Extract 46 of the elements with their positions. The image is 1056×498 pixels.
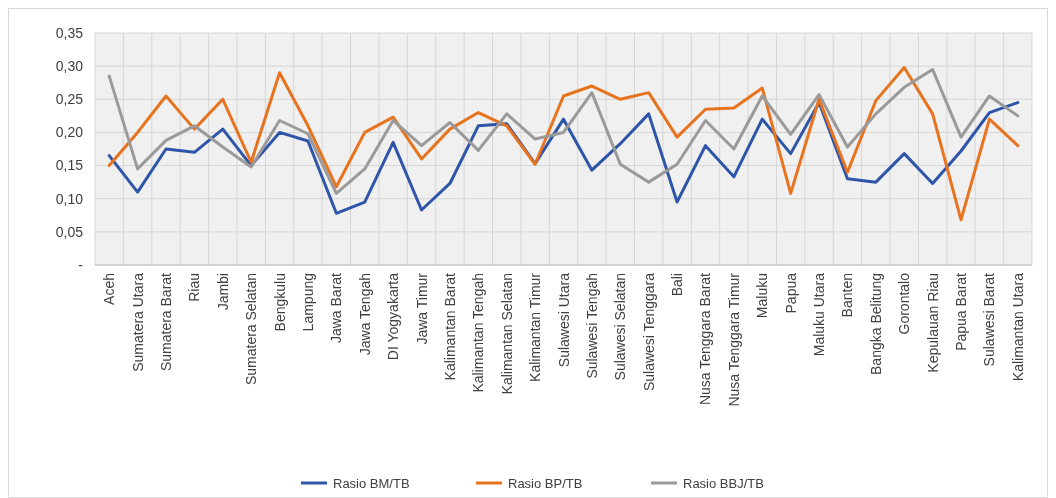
x-tick-label: Nusa Tenggara Barat <box>697 272 714 406</box>
x-tick-label: Kalimantan Timur <box>527 272 544 382</box>
line-series <box>107 65 1020 222</box>
y-tick-label: 0,30 <box>55 58 84 75</box>
x-tick-label: Sumatera Utara <box>129 272 146 372</box>
x-tick-label: Jawa Barat <box>328 272 345 344</box>
x-tick-label: Sumatera Selatan <box>243 273 260 386</box>
x-tick-label: Maluku Utara <box>811 272 828 357</box>
x-tick-label: Kalimantan Tengah <box>470 273 487 393</box>
line-series <box>107 67 1020 195</box>
y-tick-label: 0,25 <box>55 91 84 108</box>
x-tick-label: Sumatera Barat <box>157 272 174 372</box>
x-tick-label: Bangka Belitung <box>867 273 884 375</box>
x-tick-label: Gorontalo <box>896 272 913 335</box>
x-tick-label: Kalimantan Selatan <box>498 273 515 395</box>
legend-label: Rasio BM/TB <box>333 475 410 491</box>
y-tick-label: 0,10 <box>55 190 84 207</box>
x-tick-label: Sulawesi Selatan <box>612 273 629 381</box>
x-tick-label: Kepulauan Riau <box>924 273 941 373</box>
x-tick-label: Bengkulu <box>271 273 288 332</box>
x-tick-label: Sulawesi Utara <box>555 272 572 368</box>
x-tick-label: Jambi <box>214 273 231 311</box>
legend-label: Rasio BP/TB <box>508 475 583 491</box>
x-tick-label: Jawa Tengah <box>356 273 373 356</box>
y-tick-label: - <box>78 256 84 273</box>
x-tick-label: Kalimantan Barat <box>441 272 458 381</box>
x-tick-label: Jawa Timur <box>413 272 430 345</box>
x-tick-label: Maluku <box>754 273 771 319</box>
x-tick-label: Aceh <box>101 273 118 305</box>
y-tick-label: 0,35 <box>55 24 84 41</box>
y-tick-label: 0,05 <box>55 223 84 240</box>
x-tick-label: DI Yogyakarta <box>385 272 402 361</box>
x-tick-label: Papua <box>782 272 799 314</box>
x-tick-label: Bali <box>669 273 686 297</box>
x-tick-label: Lampung <box>299 273 316 332</box>
y-tick-label: 0,15 <box>55 157 84 174</box>
legend-label: Rasio BBJ/TB <box>683 475 764 491</box>
x-tick-label: Sulawesi Barat <box>981 272 998 367</box>
x-tick-label: Sulawesi Tenggara <box>640 272 657 392</box>
y-tick-label: 0,20 <box>55 124 84 141</box>
x-tick-label: Kalimantan Utara <box>1009 272 1026 382</box>
x-tick-label: Riau <box>186 273 203 302</box>
x-tick-label: Banten <box>839 273 856 318</box>
x-tick-label: Nusa Tenggara Timur <box>725 272 742 407</box>
x-tick-label: Sulawesi Tengah <box>583 273 600 379</box>
x-tick-label: Papua Barat <box>953 272 970 351</box>
